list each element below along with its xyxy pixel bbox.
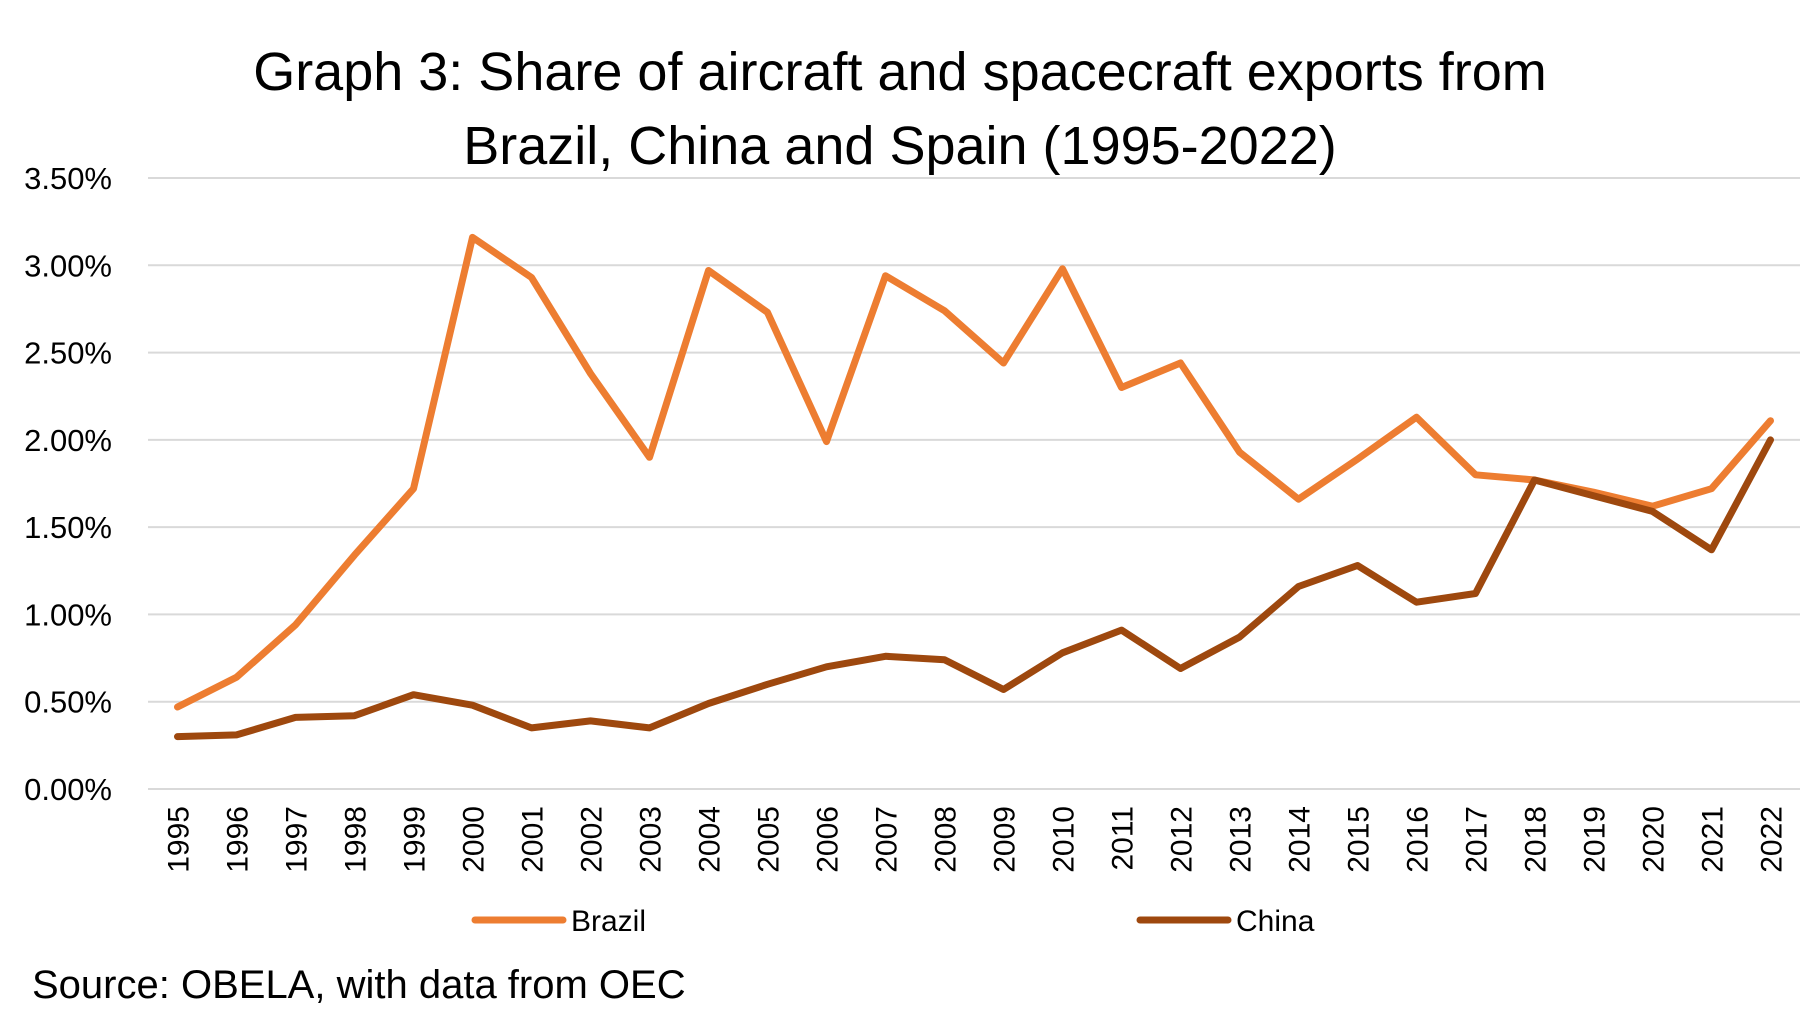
x-tick-label: 2002: [576, 806, 609, 873]
y-tick-label: 0.00%: [24, 772, 112, 807]
x-tick-label: 2016: [1402, 806, 1435, 873]
x-tick-label: 1995: [163, 806, 196, 873]
y-tick-label: 0.50%: [24, 685, 112, 720]
x-tick-label: 2003: [635, 806, 668, 873]
chart-title-line-1: Graph 3: Share of aircraft and spacecraf…: [253, 42, 1547, 102]
series-lines: [174, 233, 1774, 741]
y-tick-label: 2.50%: [24, 336, 112, 371]
y-tick-label: 2.00%: [24, 423, 112, 458]
x-tick-label: 2013: [1225, 806, 1258, 873]
x-tick-label: 2007: [871, 806, 904, 873]
x-tick-label: 1998: [340, 806, 373, 873]
x-tick-label: 2021: [1697, 806, 1730, 873]
y-tick-label: 1.00%: [24, 597, 112, 632]
x-tick-label: 2004: [694, 806, 727, 873]
series-line-china: [174, 436, 1774, 741]
x-tick-label: 2022: [1756, 806, 1789, 873]
x-tick-label: 2001: [517, 806, 550, 873]
x-tick-label: 2006: [812, 806, 845, 873]
x-tick-label: 2017: [1461, 806, 1494, 873]
y-axis-ticks: 0.00% 0.50% 1.00% 1.50% 2.00% 2.50% 3.00% 3.50%: [24, 161, 112, 807]
x-tick-label: 2009: [989, 806, 1022, 873]
legend-label-china: China: [1236, 905, 1315, 938]
x-tick-label: 2010: [1048, 806, 1081, 873]
x-tick-label: 1996: [222, 806, 255, 873]
x-axis-ticks: 1995 1996 1997 1998 1999 2000 2001 2002 2003 2004…: [163, 806, 1789, 873]
y-tick-label: 1.50%: [24, 510, 112, 545]
chart-title-line-2: Brazil, China and Spain (1995-2022): [463, 116, 1337, 176]
x-tick-label: 1997: [281, 806, 314, 873]
chart-title: Graph 3: Share of aircraft and spacecraf…: [253, 42, 1547, 176]
x-tick-label: 2019: [1579, 806, 1612, 873]
series-line-brazil: [174, 233, 1774, 711]
x-tick-label: 2020: [1638, 806, 1671, 873]
source-note: Source: OBELA, with data from OEC: [32, 963, 686, 1007]
x-tick-label: 2008: [930, 806, 963, 873]
y-tick-label: 3.50%: [24, 161, 112, 196]
y-tick-label: 3.00%: [24, 248, 112, 283]
x-tick-label: 2012: [1166, 806, 1199, 873]
x-tick-label: 2000: [458, 806, 491, 873]
x-tick-label: 2015: [1343, 806, 1376, 873]
legend-label-brazil: Brazil: [571, 905, 646, 938]
x-tick-label: 2005: [753, 806, 786, 873]
x-tick-label: 2014: [1284, 806, 1317, 873]
x-tick-label: 1999: [399, 806, 432, 873]
x-tick-label: 2018: [1520, 806, 1553, 873]
legend: Brazil China: [471, 905, 1315, 938]
x-tick-label: 2011: [1107, 806, 1140, 871]
